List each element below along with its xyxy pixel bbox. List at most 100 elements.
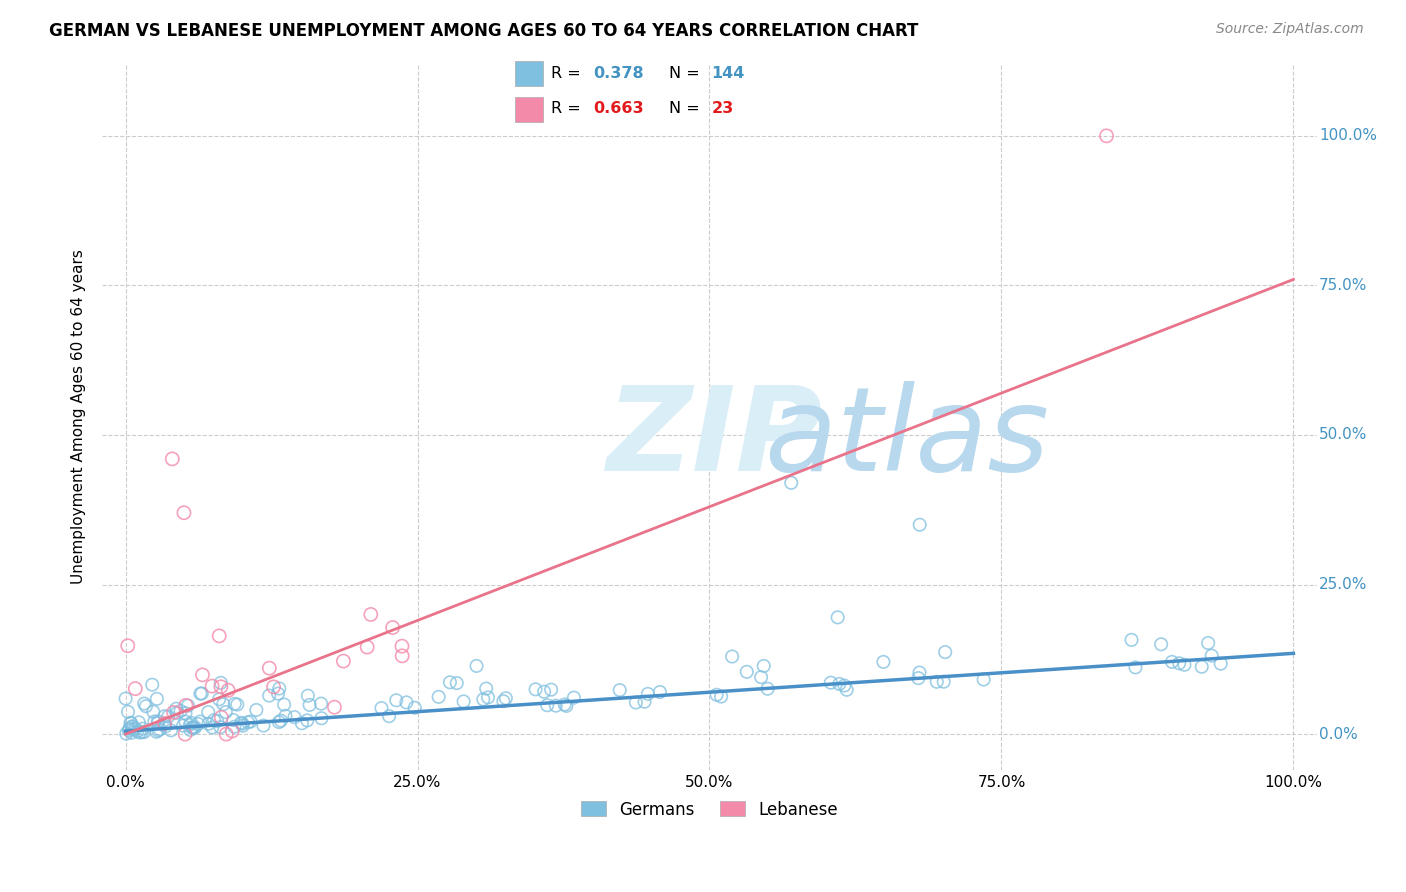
- Point: [752, 659, 775, 673]
- Point: [209, 720, 232, 734]
- Point: [222, 713, 245, 727]
- Point: [148, 723, 170, 738]
- Point: [1168, 657, 1191, 671]
- Point: [226, 698, 249, 712]
- Point: [205, 714, 228, 728]
- Point: [145, 724, 167, 739]
- Point: [143, 714, 166, 729]
- Point: [472, 692, 495, 706]
- Point: [132, 722, 155, 736]
- Point: [209, 680, 232, 694]
- Point: [174, 727, 197, 741]
- Point: [283, 710, 305, 724]
- Text: 50.0%: 50.0%: [1319, 427, 1368, 442]
- Point: [446, 676, 468, 690]
- Point: [544, 698, 567, 713]
- Text: N =: N =: [669, 67, 706, 81]
- Point: [121, 720, 143, 734]
- Text: 100.0%: 100.0%: [1319, 128, 1378, 144]
- Text: N =: N =: [669, 102, 706, 116]
- Point: [127, 724, 149, 739]
- Text: 25.0%: 25.0%: [1319, 577, 1368, 592]
- Point: [908, 517, 931, 532]
- FancyBboxPatch shape: [515, 62, 543, 87]
- Text: 144: 144: [711, 67, 745, 81]
- Point: [257, 689, 280, 703]
- Text: 75.0%: 75.0%: [1319, 278, 1368, 293]
- Point: [172, 719, 194, 733]
- Point: [756, 681, 779, 696]
- Point: [356, 640, 378, 654]
- Point: [332, 654, 354, 668]
- Legend: Germans, Lebanese: Germans, Lebanese: [575, 794, 845, 825]
- Point: [166, 706, 188, 720]
- Point: [128, 715, 150, 730]
- Point: [273, 698, 295, 712]
- Point: [973, 673, 995, 687]
- Point: [908, 665, 931, 680]
- Point: [153, 716, 176, 731]
- Point: [492, 694, 515, 708]
- Point: [309, 697, 332, 711]
- Point: [395, 695, 418, 709]
- Point: [820, 675, 842, 690]
- Text: 23: 23: [711, 102, 734, 116]
- Point: [132, 725, 155, 739]
- Point: [141, 678, 163, 692]
- Text: ZIP: ZIP: [606, 381, 823, 496]
- Point: [120, 716, 142, 731]
- Point: [259, 661, 281, 675]
- Point: [190, 687, 212, 701]
- Point: [1173, 657, 1195, 672]
- Text: 0.0%: 0.0%: [1319, 727, 1358, 741]
- Point: [1125, 660, 1147, 674]
- Point: [201, 721, 224, 735]
- Point: [475, 681, 498, 696]
- Point: [267, 687, 290, 701]
- Point: [128, 725, 150, 739]
- Point: [925, 674, 948, 689]
- Point: [385, 693, 408, 707]
- Point: [231, 716, 253, 731]
- Point: [121, 725, 143, 739]
- Point: [562, 690, 585, 705]
- Point: [360, 607, 382, 622]
- Point: [533, 685, 555, 699]
- Point: [229, 715, 252, 730]
- Point: [311, 711, 333, 725]
- Point: [439, 675, 461, 690]
- Point: [828, 677, 851, 691]
- Point: [180, 715, 202, 730]
- Point: [236, 715, 259, 730]
- Point: [624, 696, 647, 710]
- Point: [370, 701, 392, 715]
- Point: [224, 697, 246, 711]
- Point: [477, 690, 499, 705]
- Point: [1209, 657, 1232, 671]
- Point: [710, 690, 733, 704]
- Point: [183, 721, 205, 735]
- Point: [391, 639, 413, 653]
- Point: [142, 705, 165, 719]
- Point: [124, 681, 146, 696]
- Point: [554, 698, 576, 712]
- Point: [706, 688, 728, 702]
- Point: [180, 721, 202, 735]
- Point: [135, 699, 157, 714]
- Point: [524, 682, 547, 697]
- Y-axis label: Unemployment Among Ages 60 to 64 years: Unemployment Among Ages 60 to 64 years: [72, 250, 86, 584]
- Point: [835, 682, 858, 697]
- Point: [224, 720, 246, 734]
- Point: [162, 451, 184, 466]
- Point: [323, 700, 346, 714]
- Point: [252, 718, 274, 732]
- Point: [125, 722, 148, 736]
- Point: [427, 690, 450, 704]
- Point: [1197, 636, 1219, 650]
- Point: [162, 706, 184, 720]
- Point: [131, 725, 153, 739]
- Point: [215, 705, 238, 719]
- Point: [540, 682, 562, 697]
- Point: [263, 680, 285, 694]
- Point: [269, 681, 291, 696]
